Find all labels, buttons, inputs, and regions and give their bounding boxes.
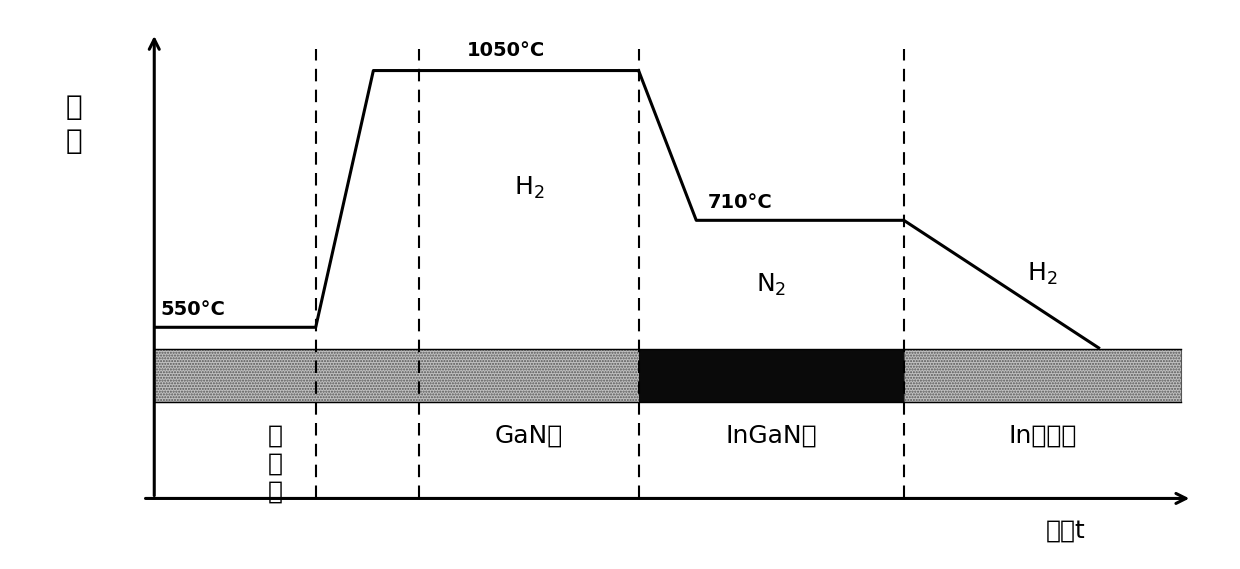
Text: In量子点: In量子点 — [1008, 423, 1076, 448]
Bar — [154, 349, 639, 402]
Bar — [639, 349, 904, 402]
Text: N$_2$: N$_2$ — [756, 271, 786, 298]
Text: H$_2$: H$_2$ — [1027, 261, 1058, 287]
Text: 710°C: 710°C — [708, 193, 773, 212]
Text: 温
度: 温 度 — [66, 93, 82, 155]
Text: 缓
冲
层: 缓 冲 层 — [268, 423, 283, 503]
Text: H$_2$: H$_2$ — [513, 175, 544, 201]
Text: GaN层: GaN层 — [495, 423, 563, 448]
Bar — [904, 349, 1180, 402]
Text: InGaN层: InGaN层 — [725, 423, 817, 448]
Text: 1050°C: 1050°C — [466, 41, 546, 60]
Text: 550°C: 550°C — [160, 300, 224, 319]
Text: 时间t: 时间t — [1045, 518, 1085, 542]
